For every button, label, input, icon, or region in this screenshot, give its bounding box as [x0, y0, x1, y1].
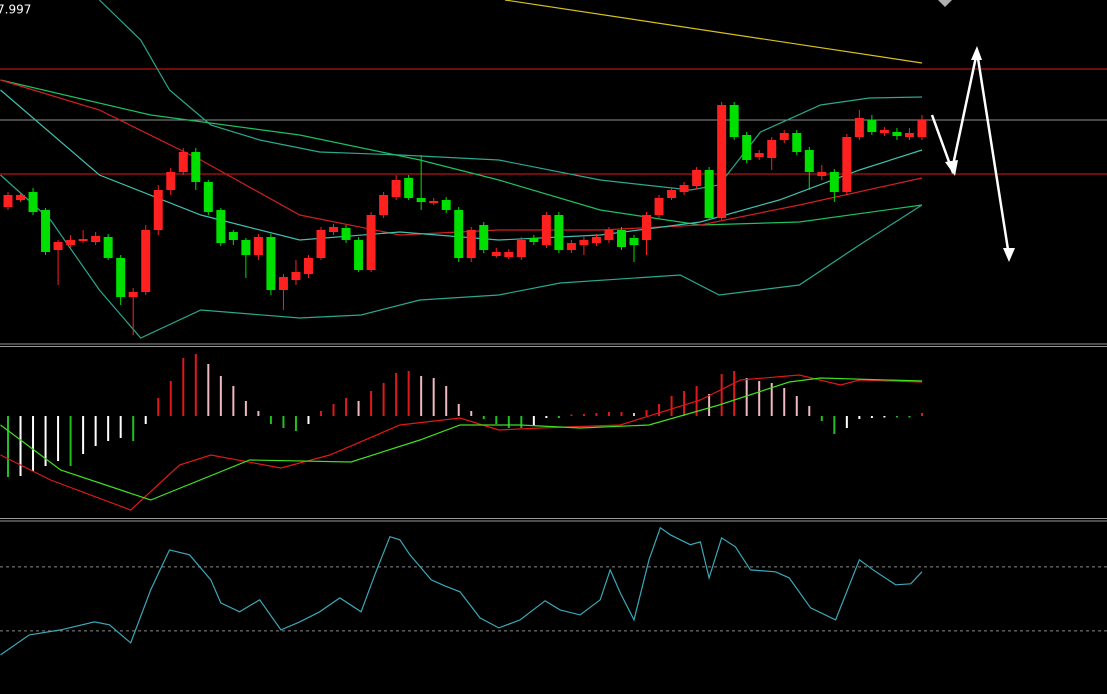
candle-body — [28, 192, 38, 212]
candle-body — [692, 170, 702, 186]
candle-body — [66, 240, 76, 245]
arrow-head — [1003, 248, 1015, 262]
candle-body — [829, 172, 839, 192]
indicator-line — [0, 79, 923, 226]
forecast-arrow-path — [930, 51, 1011, 257]
candle-body — [16, 195, 26, 200]
candle-body — [266, 237, 276, 290]
plot-area — [0, 0, 1107, 656]
candle-body — [842, 137, 852, 192]
indicator-line — [0, 377, 923, 501]
candle-body — [616, 230, 626, 247]
candle-body — [316, 230, 326, 258]
candle-body — [241, 240, 251, 255]
candle-body — [228, 232, 238, 240]
indicator-line — [0, 374, 923, 511]
candle-body — [892, 132, 902, 136]
candle-body — [917, 120, 927, 137]
candle-body — [166, 172, 176, 190]
candle-body — [904, 133, 914, 137]
indicator-line — [0, 526, 923, 656]
candle-body — [867, 120, 877, 132]
candle-body — [153, 190, 163, 230]
candle-body — [216, 210, 226, 243]
candle-body — [817, 172, 827, 176]
indicator-line — [504, 0, 923, 64]
candle-body — [3, 195, 13, 207]
candle-body — [53, 242, 63, 250]
candle-body — [366, 215, 376, 270]
candle-body — [429, 201, 439, 203]
candle-body — [742, 135, 752, 160]
candle-body — [879, 130, 889, 133]
candle-body — [767, 140, 777, 158]
candle-body — [191, 152, 201, 182]
candle-body — [704, 170, 714, 218]
candle-body — [579, 240, 589, 245]
candle-body — [379, 195, 389, 215]
candle-body — [779, 133, 789, 140]
candle-body — [91, 236, 101, 242]
candle-body — [604, 230, 614, 240]
candle-body — [303, 258, 313, 274]
candle-body — [729, 105, 739, 137]
candle-body — [441, 200, 451, 210]
candle-body — [329, 227, 339, 232]
candle-body — [491, 252, 501, 256]
candle-body — [792, 133, 802, 152]
candle-body — [454, 210, 464, 258]
indicator-line — [0, 79, 923, 236]
candle-body — [554, 215, 564, 250]
candle-body — [404, 178, 414, 198]
candle-body — [128, 292, 138, 297]
arrow-head — [971, 46, 982, 60]
candle-body — [416, 198, 426, 202]
candle-body — [541, 215, 551, 245]
arrow-head — [945, 160, 958, 176]
candle-body — [103, 237, 113, 258]
indicator-line — [98, 0, 923, 191]
candle-body — [754, 153, 764, 157]
candle-body — [178, 152, 188, 172]
candle-body — [41, 210, 51, 252]
candle-body — [203, 182, 213, 212]
candle-body — [591, 237, 601, 243]
candle-body — [529, 238, 539, 242]
candle-body — [116, 258, 126, 297]
candle-body — [341, 228, 351, 240]
candle-body — [717, 105, 727, 218]
candle-body — [479, 225, 489, 250]
candle-body — [253, 237, 263, 255]
candle-body — [466, 230, 476, 258]
candle-body — [504, 252, 514, 257]
candle-body — [679, 185, 689, 192]
candle-body — [566, 243, 576, 250]
candle-body — [642, 215, 652, 240]
candle-body — [854, 118, 864, 137]
candle-body — [278, 277, 288, 290]
candle-body — [516, 240, 526, 257]
indicator-line — [0, 174, 923, 339]
indicator-line — [0, 89, 923, 241]
candle-body — [291, 272, 301, 280]
candle-body — [354, 240, 364, 270]
candle-body — [804, 150, 814, 172]
candle-body — [667, 190, 677, 198]
candle-body — [654, 198, 664, 215]
candle-body — [141, 230, 151, 292]
marker-diamond — [938, 0, 952, 7]
candle-body — [78, 239, 88, 241]
candle-body — [391, 180, 401, 197]
candle-body — [629, 238, 639, 245]
price-label: 7.997 — [0, 3, 31, 17]
